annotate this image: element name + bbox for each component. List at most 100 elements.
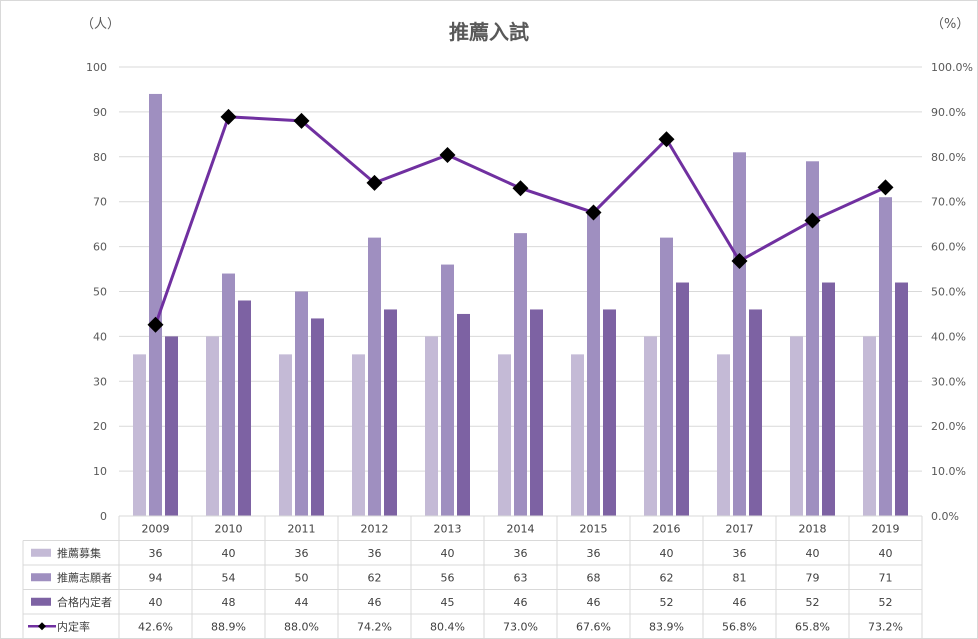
- data-label: 83.9%: [649, 620, 684, 633]
- data-label: 40: [879, 547, 893, 560]
- bar-推薦志願者-2013: [441, 264, 454, 516]
- y-left-tick: 70: [93, 196, 107, 209]
- data-label: 73.0%: [503, 620, 538, 633]
- data-label: 42.6%: [138, 620, 173, 633]
- y-left-unit: （人）: [81, 17, 120, 32]
- bar-推薦志願者-2019: [879, 197, 892, 516]
- data-label: 80.4%: [430, 620, 465, 633]
- bar-推薦志願者-2018: [806, 161, 819, 517]
- data-label: 73.2%: [868, 620, 903, 633]
- bar-合格内定者-2011: [311, 318, 324, 516]
- y-left-tick: 60: [93, 241, 107, 254]
- bar-推薦志願者-2010: [222, 273, 235, 516]
- bar-推薦募集-2014: [498, 354, 511, 516]
- bar-推薦志願者-2016: [660, 237, 673, 516]
- y-right-tick: 90.0%: [931, 106, 966, 119]
- data-label: 68: [587, 571, 601, 584]
- y-right-tick: 40.0%: [931, 330, 966, 343]
- y-left-tick: 100: [86, 61, 107, 74]
- legend-label: 推薦志願者: [57, 570, 112, 584]
- marker-2015: [585, 204, 602, 221]
- data-label: 62: [368, 571, 382, 584]
- legend-label: 内定率: [57, 619, 90, 633]
- bar-合格内定者-2018: [822, 282, 835, 516]
- x-tick-label: 2013: [434, 522, 462, 535]
- y-left-tick: 0: [100, 510, 107, 523]
- y-left-tick: 20: [93, 420, 107, 433]
- y-right-tick: 100.0%: [931, 61, 973, 74]
- data-label: 40: [441, 547, 455, 560]
- chart-title: 推薦入試: [449, 20, 529, 44]
- data-label: 36: [514, 547, 528, 560]
- data-label: 36: [733, 547, 747, 560]
- data-label: 56: [441, 571, 455, 584]
- marker-2014: [512, 180, 529, 197]
- bar-合格内定者-2014: [530, 309, 543, 516]
- y-right-tick: 50.0%: [931, 286, 966, 299]
- bar-推薦募集-2013: [425, 336, 438, 516]
- marker-2019: [877, 179, 894, 196]
- bar-推薦募集-2015: [571, 354, 584, 516]
- marker-2016: [658, 131, 675, 148]
- bar-推薦募集-2012: [352, 354, 365, 516]
- bar-推薦志願者-2011: [295, 291, 308, 516]
- y-right-unit: （%）: [931, 17, 969, 32]
- data-label: 88.9%: [211, 620, 246, 633]
- data-label: 79: [806, 571, 820, 584]
- data-label: 45: [441, 596, 455, 609]
- data-label: 50: [295, 571, 309, 584]
- data-label: 36: [587, 547, 601, 560]
- y-right-tick: 20.0%: [931, 420, 966, 433]
- bar-合格内定者-2012: [384, 309, 397, 516]
- data-label: 46: [733, 596, 747, 609]
- data-label: 46: [514, 596, 528, 609]
- marker-2012: [366, 174, 383, 191]
- x-tick-label: 2012: [361, 522, 389, 535]
- y-right-tick: 80.0%: [931, 151, 966, 164]
- data-label: 63: [514, 571, 528, 584]
- data-label: 46: [368, 596, 382, 609]
- data-label: 48: [222, 596, 236, 609]
- x-tick-label: 2009: [142, 522, 170, 535]
- y-left-tick: 10: [93, 465, 107, 478]
- bar-合格内定者-2015: [603, 309, 616, 516]
- data-label: 81: [733, 571, 747, 584]
- bar-推薦募集-2016: [644, 336, 657, 516]
- bar-推薦募集-2009: [133, 354, 146, 516]
- marker-2018: [804, 212, 821, 229]
- data-label: 40: [149, 596, 163, 609]
- bar-推薦募集-2019: [863, 336, 876, 516]
- bar-推薦募集-2011: [279, 354, 292, 516]
- x-tick-label: 2016: [653, 522, 681, 535]
- data-label: 40: [660, 547, 674, 560]
- bar-合格内定者-2017: [749, 309, 762, 516]
- data-label: 36: [149, 547, 163, 560]
- data-label: 56.8%: [722, 620, 757, 633]
- data-label: 62: [660, 571, 674, 584]
- data-label: 65.8%: [795, 620, 830, 633]
- y-right-tick: 30.0%: [931, 375, 966, 388]
- bar-推薦募集-2018: [790, 336, 803, 516]
- bar-推薦志願者-2014: [514, 233, 527, 516]
- data-label: 94: [149, 571, 163, 584]
- bar-合格内定者-2009: [165, 336, 178, 516]
- data-label: 88.0%: [284, 620, 319, 633]
- bar-合格内定者-2016: [676, 282, 689, 516]
- data-label: 36: [295, 547, 309, 560]
- bar-推薦募集-2010: [206, 336, 219, 516]
- y-right-tick: 70.0%: [931, 196, 966, 209]
- data-label: 40: [222, 547, 236, 560]
- bar-合格内定者-2013: [457, 313, 470, 516]
- data-label: 54: [222, 571, 236, 584]
- data-label: 46: [587, 596, 601, 609]
- y-left-tick: 90: [93, 106, 107, 119]
- data-label: 52: [879, 596, 893, 609]
- bar-合格内定者-2010: [238, 300, 251, 516]
- x-tick-label: 2019: [872, 522, 900, 535]
- data-label: 40: [806, 547, 820, 560]
- marker-2010: [220, 108, 237, 125]
- bar-推薦志願者-2009: [149, 93, 162, 516]
- data-label: 52: [806, 596, 820, 609]
- y-left-tick: 80: [93, 151, 107, 164]
